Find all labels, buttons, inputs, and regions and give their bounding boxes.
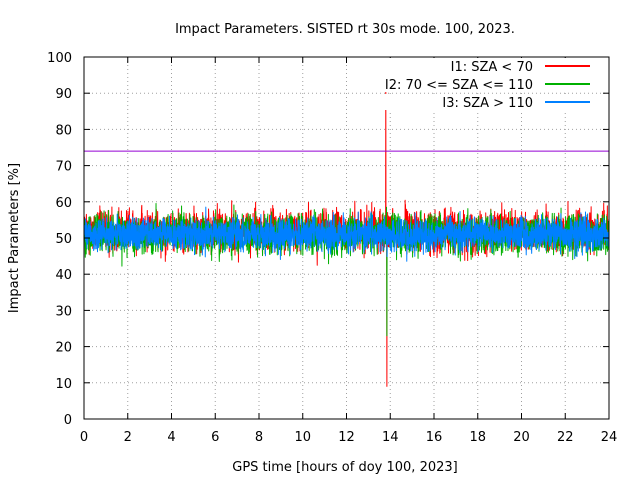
- x-tick-label: 22: [557, 430, 574, 445]
- x-tick-label: 14: [382, 430, 399, 445]
- y-axis-title: Impact Parameters [%]: [7, 163, 22, 313]
- x-tick-label: 10: [294, 430, 311, 445]
- x-axis-tick-labels: 0 2 4 6 8 10 12 14 16 18 20 22 24: [80, 430, 617, 445]
- y-axis-tick-labels: 0 10 20 30 40 50 60 70 80 90 100: [47, 51, 72, 428]
- y-tick-label: 0: [64, 413, 72, 428]
- y-tick-label: 30: [55, 304, 72, 319]
- y-tick-label: 60: [55, 196, 72, 211]
- y-tick-label: 10: [55, 377, 72, 392]
- axis-ticks: [83, 56, 610, 420]
- plot-area: [83, 81, 610, 387]
- legend-background: [376, 58, 601, 74]
- legend-label-2: I2: 70 <= SZA <= 110: [385, 78, 533, 93]
- series-line-3: [83, 206, 610, 262]
- chart-title: Impact Parameters. SISTED rt 30s mode. 1…: [175, 22, 515, 37]
- y-tick-label: 80: [55, 123, 72, 138]
- x-tick-label: 12: [338, 430, 355, 445]
- x-tick-label: 18: [469, 430, 486, 445]
- x-axis-title: GPS time [hours of doy 100, 2023]: [232, 460, 457, 475]
- x-tick-label: 20: [513, 430, 530, 445]
- y-tick-label: 20: [55, 341, 72, 356]
- x-tick-label: 24: [601, 430, 618, 445]
- x-tick-label: 16: [426, 430, 443, 445]
- x-tick-label: 2: [124, 430, 132, 445]
- y-tick-label: 70: [55, 160, 72, 175]
- y-tick-label: 100: [47, 51, 72, 66]
- legend-label-3: I3: SZA > 110: [442, 96, 533, 111]
- y-tick-label: 50: [55, 232, 72, 247]
- legend: I1: SZA < 70 I2: 70 <= SZA <= 110 I3: SZA …: [376, 58, 601, 111]
- x-tick-label: 6: [211, 430, 219, 445]
- y-tick-label: 90: [55, 87, 72, 102]
- x-tick-label: 0: [80, 430, 88, 445]
- x-tick-label: 4: [167, 430, 175, 445]
- y-tick-label: 40: [55, 268, 72, 283]
- legend-label-1: I1: SZA < 70: [451, 60, 533, 75]
- x-tick-label: 8: [255, 430, 263, 445]
- legend-background: [376, 76, 601, 92]
- legend-background: [376, 94, 601, 110]
